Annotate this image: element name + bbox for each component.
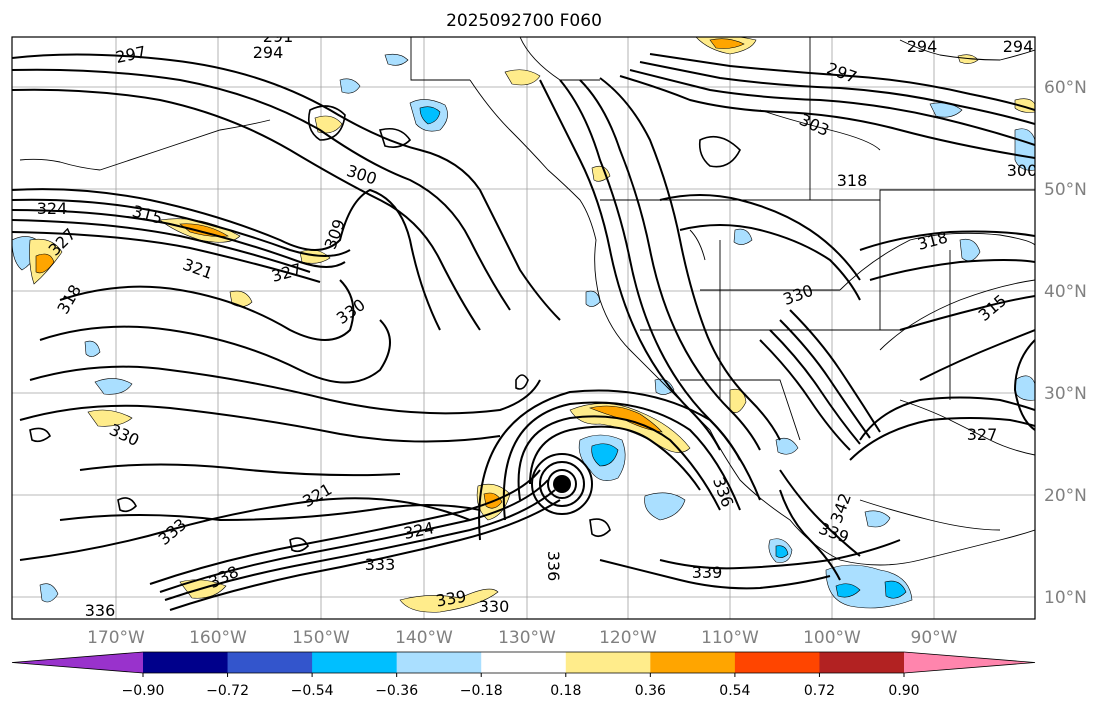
lon-label: 160°W bbox=[189, 628, 247, 648]
colorbar-segment bbox=[650, 652, 736, 673]
contour-label: 327 bbox=[967, 425, 998, 444]
colorbar-segment bbox=[227, 652, 313, 673]
colorbar-tick-label: −0.72 bbox=[206, 683, 249, 699]
colorbar-segment bbox=[565, 652, 651, 673]
colorbar-tick-label: 0.18 bbox=[550, 683, 581, 699]
contour-label: 339 bbox=[692, 563, 723, 582]
colorbar-tick-label: −0.54 bbox=[291, 683, 334, 699]
lat-label: 40°N bbox=[1044, 282, 1087, 302]
contour-label: 294 bbox=[907, 37, 938, 56]
colorbar-tick-label: −0.36 bbox=[375, 683, 418, 699]
contour-label: 333 bbox=[365, 555, 396, 574]
contour-label: 336 bbox=[85, 601, 116, 620]
lon-label: 150°W bbox=[292, 628, 350, 648]
colorbar-extend-high bbox=[904, 652, 1035, 673]
lon-label: 120°W bbox=[599, 628, 657, 648]
colorbar-segment bbox=[312, 652, 398, 673]
colorbar: −0.90 −0.72 −0.54 −0.36 −0.18 0.18 0.36 0.54 0.7… bbox=[11, 651, 1036, 699]
contour-label: 324 bbox=[37, 199, 68, 218]
colorbar-segment bbox=[819, 652, 905, 673]
lon-label: 90°W bbox=[911, 628, 958, 648]
colorbar-tick-label: 0.36 bbox=[635, 683, 666, 699]
contour-label: 330 bbox=[479, 597, 510, 616]
colorbar-segment bbox=[143, 652, 229, 673]
lat-label: 10°N bbox=[1044, 588, 1087, 608]
colorbar-tick-label: 0.72 bbox=[804, 683, 835, 699]
colorbar-extend-low bbox=[12, 652, 143, 673]
latitude-labels: 60°N 50°N 40°N 30°N 20°N 10°N bbox=[1044, 78, 1087, 608]
lat-label: 20°N bbox=[1044, 486, 1087, 506]
small-contours bbox=[29, 105, 741, 553]
colorbar-tick-label: 0.54 bbox=[719, 683, 750, 699]
map-panel: 297 294 291 294 294 297 303 318 300 300 … bbox=[11, 27, 1038, 620]
lon-label: 110°W bbox=[701, 628, 759, 648]
lat-label: 30°N bbox=[1044, 384, 1087, 404]
lon-label: 170°W bbox=[87, 628, 145, 648]
lon-label: 130°W bbox=[498, 628, 556, 648]
low-center-marker bbox=[553, 475, 571, 493]
colorbar-tick-label: −0.18 bbox=[460, 683, 503, 699]
lat-label: 60°N bbox=[1044, 78, 1087, 98]
colorbar-segment bbox=[396, 652, 482, 673]
lat-label: 50°N bbox=[1044, 180, 1087, 200]
colorbar-tick-label: 0.90 bbox=[888, 683, 919, 699]
contour-label: 318 bbox=[837, 171, 868, 190]
contour-label: 336 bbox=[544, 551, 563, 582]
colorbar-tick-label: −0.90 bbox=[122, 683, 165, 699]
figure-title: 2025092700 F060 bbox=[446, 11, 602, 31]
colorbar-segment bbox=[481, 652, 567, 673]
contour-label: 294 bbox=[253, 43, 284, 62]
map-frame bbox=[11, 36, 1036, 620]
lon-label: 140°W bbox=[395, 628, 453, 648]
contour-label: 291 bbox=[263, 27, 294, 46]
graticule bbox=[12, 37, 1035, 619]
contour-label: 294 bbox=[1003, 37, 1034, 56]
lon-label: 100°W bbox=[803, 628, 861, 648]
contours bbox=[12, 53, 1035, 611]
negative-shading bbox=[12, 53, 1035, 609]
contour-label: 300 bbox=[1007, 161, 1038, 180]
colorbar-segment bbox=[734, 652, 820, 673]
longitude-labels: 170°W 160°W 150°W 140°W 130°W 120°W 110°… bbox=[87, 628, 958, 648]
